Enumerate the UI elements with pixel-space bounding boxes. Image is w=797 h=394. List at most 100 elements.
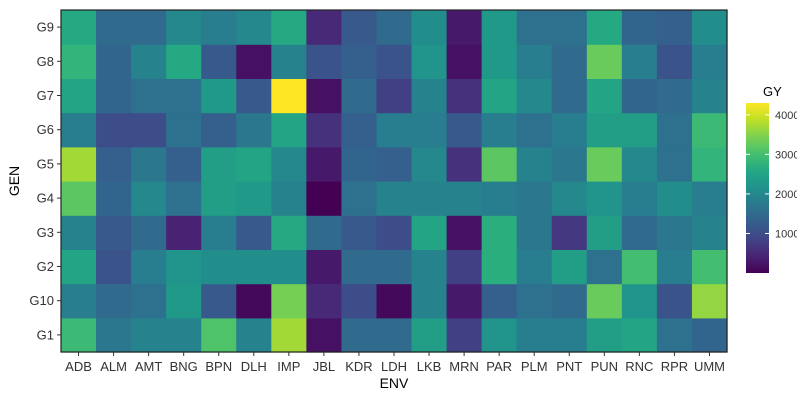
- heatmap-cell: [131, 181, 167, 216]
- heatmap-cell: [166, 283, 202, 319]
- heatmap-cell: [516, 112, 553, 148]
- heatmap-cell: [656, 283, 693, 319]
- heatmap-cell: [201, 10, 237, 45]
- heatmap-cell: [306, 249, 343, 285]
- heatmap-cells: [61, 10, 728, 353]
- heatmap-cell: [656, 44, 693, 79]
- heatmap-cell: [481, 181, 518, 216]
- heatmap-cell: [656, 78, 693, 114]
- heatmap-cell: [306, 78, 343, 114]
- heatmap-cell: [516, 249, 553, 285]
- heatmap-cell: [446, 78, 483, 114]
- heatmap-cell: [621, 283, 658, 319]
- heatmap-cell: [621, 10, 658, 45]
- heatmap-cell: [376, 10, 413, 45]
- heatmap-cell: [691, 44, 728, 79]
- heatmap-cell: [61, 112, 97, 148]
- heatmap-cell: [166, 215, 202, 250]
- heatmap-cell: [411, 44, 448, 79]
- heatmap-cell: [411, 317, 448, 353]
- heatmap-cell: [481, 78, 518, 114]
- heatmap-cell: [236, 317, 272, 353]
- heatmap-cell: [376, 249, 413, 285]
- heatmap-cell: [306, 146, 343, 182]
- heatmap-cell: [306, 283, 343, 319]
- heatmap-cell: [446, 317, 483, 353]
- heatmap-cell: [516, 10, 553, 45]
- heatmap-cell: [236, 10, 272, 45]
- heatmap-cell: [61, 44, 97, 79]
- heatmap-cell: [691, 78, 728, 114]
- heatmap-cell: [306, 181, 343, 216]
- heatmap-cell: [691, 215, 728, 250]
- heatmap-cell: [551, 317, 588, 353]
- heatmap-cell: [271, 78, 307, 114]
- heatmap-cell: [621, 181, 658, 216]
- heatmap-cell: [411, 146, 448, 182]
- heatmap-cell: [131, 78, 167, 114]
- heatmap-cell: [201, 317, 237, 353]
- heatmap-cell: [656, 146, 693, 182]
- heatmap-cell: [691, 283, 728, 319]
- heatmap-cell: [411, 249, 448, 285]
- heatmap-cell: [446, 181, 483, 216]
- heatmap-cell: [236, 215, 272, 250]
- heatmap-cell: [481, 146, 518, 182]
- x-tick-label: LKB: [417, 359, 442, 374]
- heatmap-cell: [376, 215, 413, 250]
- heatmap-cell: [551, 78, 588, 114]
- x-tick-label: PAR: [486, 359, 512, 374]
- y-tick-label: G2: [37, 259, 54, 274]
- heatmap-cell: [376, 181, 413, 216]
- colorbar: [746, 103, 769, 273]
- x-tick-label: ALM: [100, 359, 127, 374]
- x-tick-label: AMT: [135, 359, 163, 374]
- heatmap-cell: [271, 112, 307, 148]
- heatmap-cell: [271, 283, 307, 319]
- heatmap-cell: [271, 249, 307, 285]
- heatmap-cell: [411, 181, 448, 216]
- heatmap-cell: [411, 215, 448, 250]
- heatmap-cell: [656, 215, 693, 250]
- heatmap-cell: [551, 146, 588, 182]
- heatmap-cell: [621, 112, 658, 148]
- heatmap-cell: [341, 44, 378, 79]
- heatmap-cell: [61, 317, 97, 353]
- heatmap-cell: [236, 78, 272, 114]
- heatmap-cell: [96, 44, 132, 79]
- heatmap-cell: [61, 249, 97, 285]
- x-tick-label: KDR: [345, 359, 372, 374]
- heatmap-cell: [656, 181, 693, 216]
- heatmap-cell: [96, 10, 132, 45]
- heatmap-cell: [586, 317, 623, 353]
- heatmap-cell: [306, 317, 343, 353]
- heatmap-cell: [131, 317, 167, 353]
- x-tick-label: PNT: [556, 359, 582, 374]
- heatmap-cell: [621, 215, 658, 250]
- y-tick-label: G8: [37, 54, 54, 69]
- heatmap-cell: [446, 112, 483, 148]
- heatmap-cell: [621, 249, 658, 285]
- heatmap-cell: [131, 146, 167, 182]
- heatmap-cell: [271, 146, 307, 182]
- heatmap-cell: [551, 283, 588, 319]
- heatmap-cell: [201, 146, 237, 182]
- heatmap-cell: [96, 215, 132, 250]
- heatmap-cell: [341, 181, 378, 216]
- heatmap-cell: [61, 78, 97, 114]
- heatmap-cell: [341, 215, 378, 250]
- heatmap-cell: [341, 78, 378, 114]
- heatmap-cell: [586, 215, 623, 250]
- heatmap-cell: [96, 78, 132, 114]
- heatmap-cell: [376, 112, 413, 148]
- x-tick-label: PLM: [521, 359, 548, 374]
- heatmap-cell: [131, 10, 167, 45]
- x-tick-label: BPN: [205, 359, 232, 374]
- y-tick-label: G1: [37, 327, 54, 342]
- heatmap-cell: [306, 10, 343, 45]
- heatmap-cell: [691, 249, 728, 285]
- heatmap-cell: [201, 181, 237, 216]
- heatmap-cell: [166, 10, 202, 45]
- heatmap-cell: [341, 146, 378, 182]
